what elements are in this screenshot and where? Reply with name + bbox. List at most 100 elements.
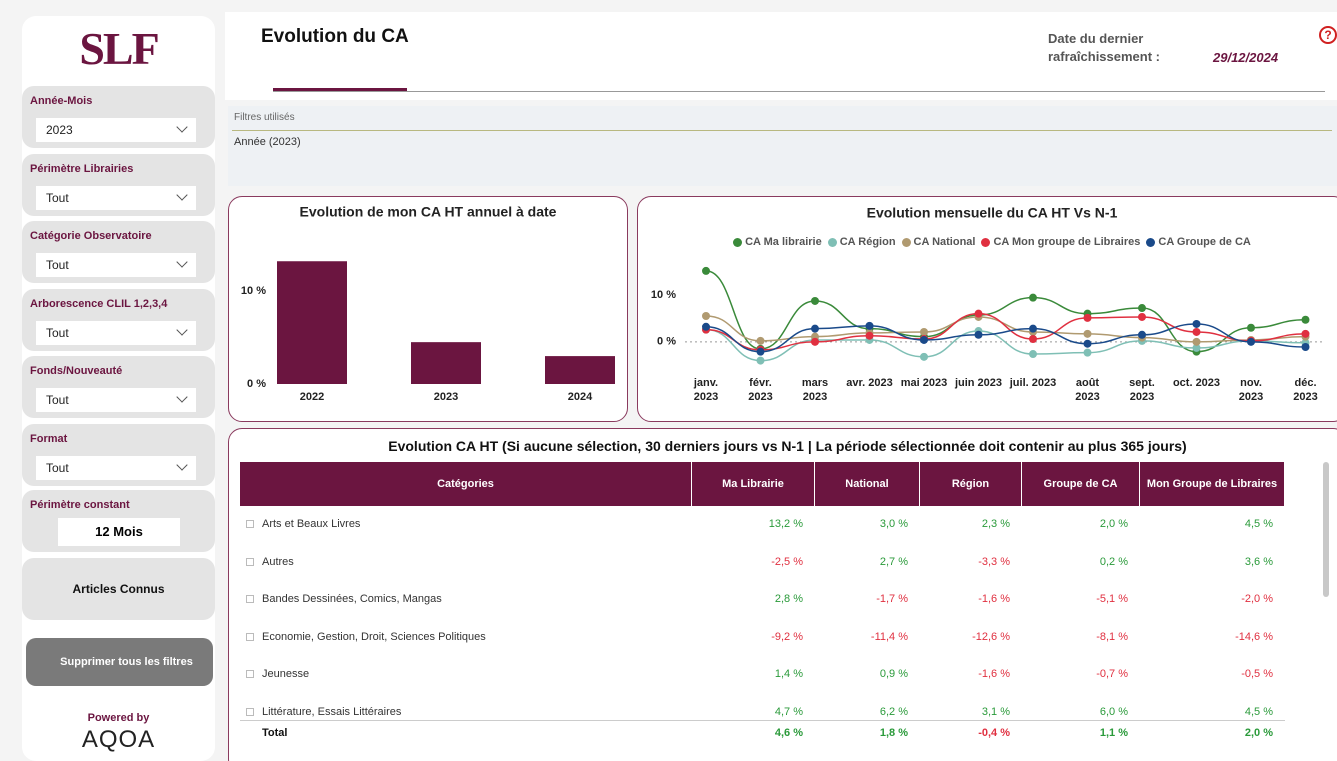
filter-dropdown[interactable]: Tout (36, 185, 196, 210)
column-header: Mon Groupe de Libraires (1140, 462, 1285, 506)
filter-dropdown[interactable]: 2023 (36, 118, 196, 142)
cell-value: -2,5 % (771, 555, 803, 568)
category-label: Littérature, Essais Littéraires (262, 706, 402, 718)
total-label: Total (262, 727, 288, 739)
legend-item: CA National (901, 236, 976, 248)
refresh-label: Date du dernier rafraîchissement : (1048, 31, 1160, 64)
help-icon[interactable]: ? (1319, 26, 1337, 44)
column-header: Catégories (240, 462, 692, 506)
cell-value: -0,5 % (1241, 668, 1273, 681)
total-value: 1,1 % (1099, 727, 1128, 739)
cell-value: 0,9 % (879, 668, 908, 681)
cell-value: 4,7 % (774, 706, 803, 718)
cell-value: 4,5 % (1244, 518, 1273, 530)
powered-by: Powered by (87, 712, 150, 724)
total-rule (240, 720, 1285, 721)
filter-item: Année (2023) (234, 136, 301, 148)
legend: CA Ma librairie CA Région CA National CA Mo… (637, 236, 1337, 248)
expand-icon[interactable] (246, 708, 254, 716)
legend-item: CA Groupe de CA (1146, 236, 1251, 248)
x-tick-label: juil. 2023 (1009, 377, 1057, 389)
legend-label: CA Ma librairie (745, 236, 822, 248)
cell-value: 4,5 % (1244, 706, 1273, 718)
filter-dropdown[interactable]: Tout (36, 388, 196, 412)
filter-dropdown[interactable]: Tout (36, 320, 196, 345)
category-label: Jeunesse (262, 668, 310, 681)
filters-used-panel: Filtres utilisés Année (2023) (228, 106, 1337, 186)
expand-icon[interactable] (246, 670, 254, 679)
filter-label: Arborescence CLIL 1,2,3,4 (30, 297, 168, 310)
cell-value: -11,4 % (870, 630, 908, 643)
filter-dropdown[interactable]: Tout (36, 455, 196, 480)
cell-value: 2,0 % (1099, 518, 1128, 530)
cell-value: -9,2 % (771, 630, 803, 643)
legend-item: CA Région (827, 236, 896, 248)
x-tick-label: mai 2023 (900, 377, 948, 389)
x-tick-label: sept. 2023 (1129, 377, 1155, 403)
filter-dropdown[interactable]: Tout (36, 253, 196, 277)
dropdown-value: Tout (46, 258, 69, 272)
filters-used-rule (232, 130, 1332, 131)
x-tick-label: août 2023 (1075, 377, 1100, 403)
cell-value: 6,2 % (879, 706, 908, 718)
dropdown-value: Tout (46, 460, 69, 475)
dropdown-chevron (176, 256, 188, 268)
logo: SLF (79, 23, 159, 74)
tab-rule (273, 91, 1325, 92)
total-value: 1,8 % (879, 727, 908, 739)
x-tick-label: nov. 2023 (1238, 377, 1264, 403)
tab-indicator (273, 88, 407, 92)
constant-value[interactable]: 12 Mois (58, 518, 180, 546)
cell-value: -12,6 % (972, 630, 1010, 643)
cell-value: 2,7 % (879, 555, 908, 568)
cell-value: 13,2 % (768, 518, 803, 530)
sidebar: SLF Année-Mois 2023 Périmètre Librairies To… (22, 16, 215, 761)
x-tick-label: févr. 2023 (748, 377, 773, 403)
cell-value: -3,3 % (978, 555, 1010, 568)
expand-icon[interactable] (246, 632, 254, 641)
filter-label: Fonds/Nouveauté (30, 365, 123, 377)
constant-label: Périmètre constant (30, 499, 130, 511)
cell-value: -1,6 % (978, 593, 1010, 606)
header-panel: Evolution du CA Date du dernier rafraîch… (225, 12, 1337, 100)
cell-value: 2,3 % (981, 518, 1010, 530)
cell-value: -14,6 % (1235, 630, 1273, 643)
column-header: Groupe de CA (1022, 462, 1140, 506)
expand-icon[interactable] (246, 595, 254, 604)
filters-used-title: Filtres utilisés (234, 112, 295, 123)
articles-button[interactable]: Articles Connus (22, 558, 215, 620)
bar-chart-panel (228, 196, 628, 422)
legend-label: CA Mon groupe de Libraires (993, 236, 1141, 248)
clear-filters-button[interactable]: Supprimer tous les filtres (26, 638, 213, 686)
legend-swatch (733, 237, 743, 247)
filter-label: Format (30, 432, 68, 445)
cell-value: 2,8 % (774, 593, 803, 606)
x-tick-label: mars 2023 (801, 377, 829, 403)
legend-item: CA Mon groupe de Libraires (981, 236, 1140, 248)
expand-icon[interactable] (246, 557, 254, 566)
filter-label: Année-Mois (30, 95, 93, 107)
dropdown-value: 2023 (46, 123, 73, 137)
cell-value: -8,1 % (1096, 630, 1128, 643)
cell-value: -1,6 % (978, 668, 1010, 681)
dropdown-chevron (176, 391, 188, 403)
cell-value: 3,1 % (981, 706, 1010, 718)
dropdown-chevron (176, 323, 188, 336)
filter-box: Périmètre Librairies Tout (22, 153, 215, 216)
category-label: Economie, Gestion, Droit, Sciences Polit… (262, 630, 486, 643)
cell-value: -5,1 % (1096, 593, 1128, 606)
legend-label: CA National (913, 236, 976, 248)
dropdown-value: Tout (46, 325, 69, 340)
cell-value: 0,2 % (1099, 555, 1128, 568)
filter-box: Arborescence CLIL 1,2,3,4 Tout (22, 288, 215, 351)
dropdown-value: Tout (46, 190, 69, 205)
dropdown-chevron (176, 188, 188, 201)
dropdown-chevron (176, 458, 188, 471)
cell-value: 1,4 % (774, 668, 803, 681)
legend-swatch (901, 237, 911, 247)
total-value: 4,6 % (774, 727, 803, 739)
total-value: -0,4 % (978, 727, 1010, 739)
expand-icon[interactable] (246, 520, 254, 528)
cell-value: -2,0 % (1241, 593, 1273, 606)
